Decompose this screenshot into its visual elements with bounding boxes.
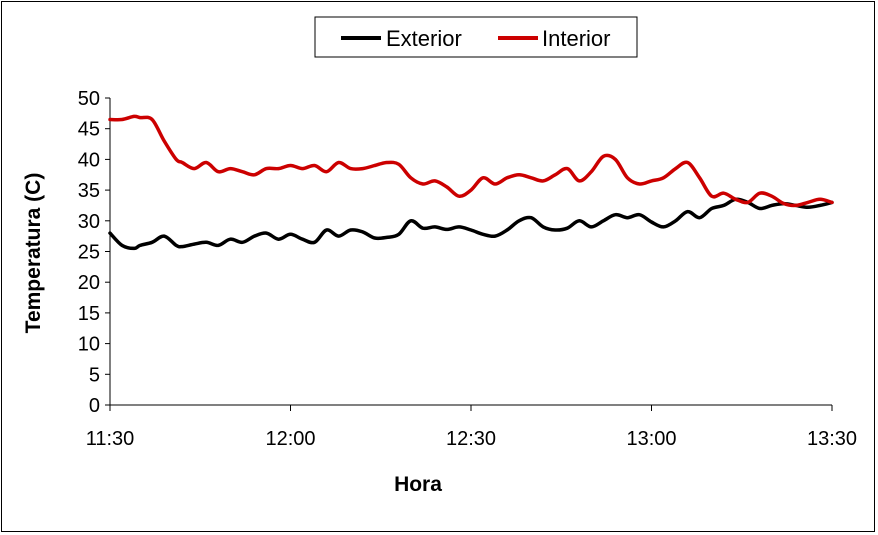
y-tick-label: 10	[78, 334, 100, 356]
y-tick-label: 35	[78, 180, 100, 202]
y-tick-label: 25	[78, 242, 100, 264]
y-tick-label: 0	[89, 395, 100, 417]
x-tick-label: 11:30	[86, 428, 135, 450]
x-axis-title: Hora	[394, 473, 442, 496]
series-line-interior	[108, 114, 834, 208]
x-tick-label: 13:30	[807, 428, 857, 450]
y-tick-label: 5	[89, 364, 100, 386]
y-axis-title: Temperatura (C)	[22, 173, 45, 334]
x-tick-label: 12:30	[446, 428, 496, 450]
legend-label-exterior: Exterior	[386, 26, 462, 51]
y-tick-label: 45	[78, 119, 100, 141]
y-tick-label: 50	[78, 88, 100, 110]
axes: 0 5 10 15 20 25 30 35 40 45 50 11:30 12:00 12:30 13:00…	[78, 88, 857, 450]
x-tick-label: 13:00	[626, 428, 676, 450]
series-line-exterior	[108, 197, 834, 251]
y-tick-label: 20	[78, 272, 100, 294]
y-tick-label: 30	[78, 211, 100, 233]
legend-label-interior: Interior	[542, 26, 610, 51]
series-group	[108, 114, 834, 251]
x-tick-label: 12:00	[265, 428, 315, 450]
y-tick-label: 15	[78, 303, 100, 325]
legend: Exterior Interior	[314, 16, 638, 58]
y-tick-label: 40	[78, 149, 100, 171]
